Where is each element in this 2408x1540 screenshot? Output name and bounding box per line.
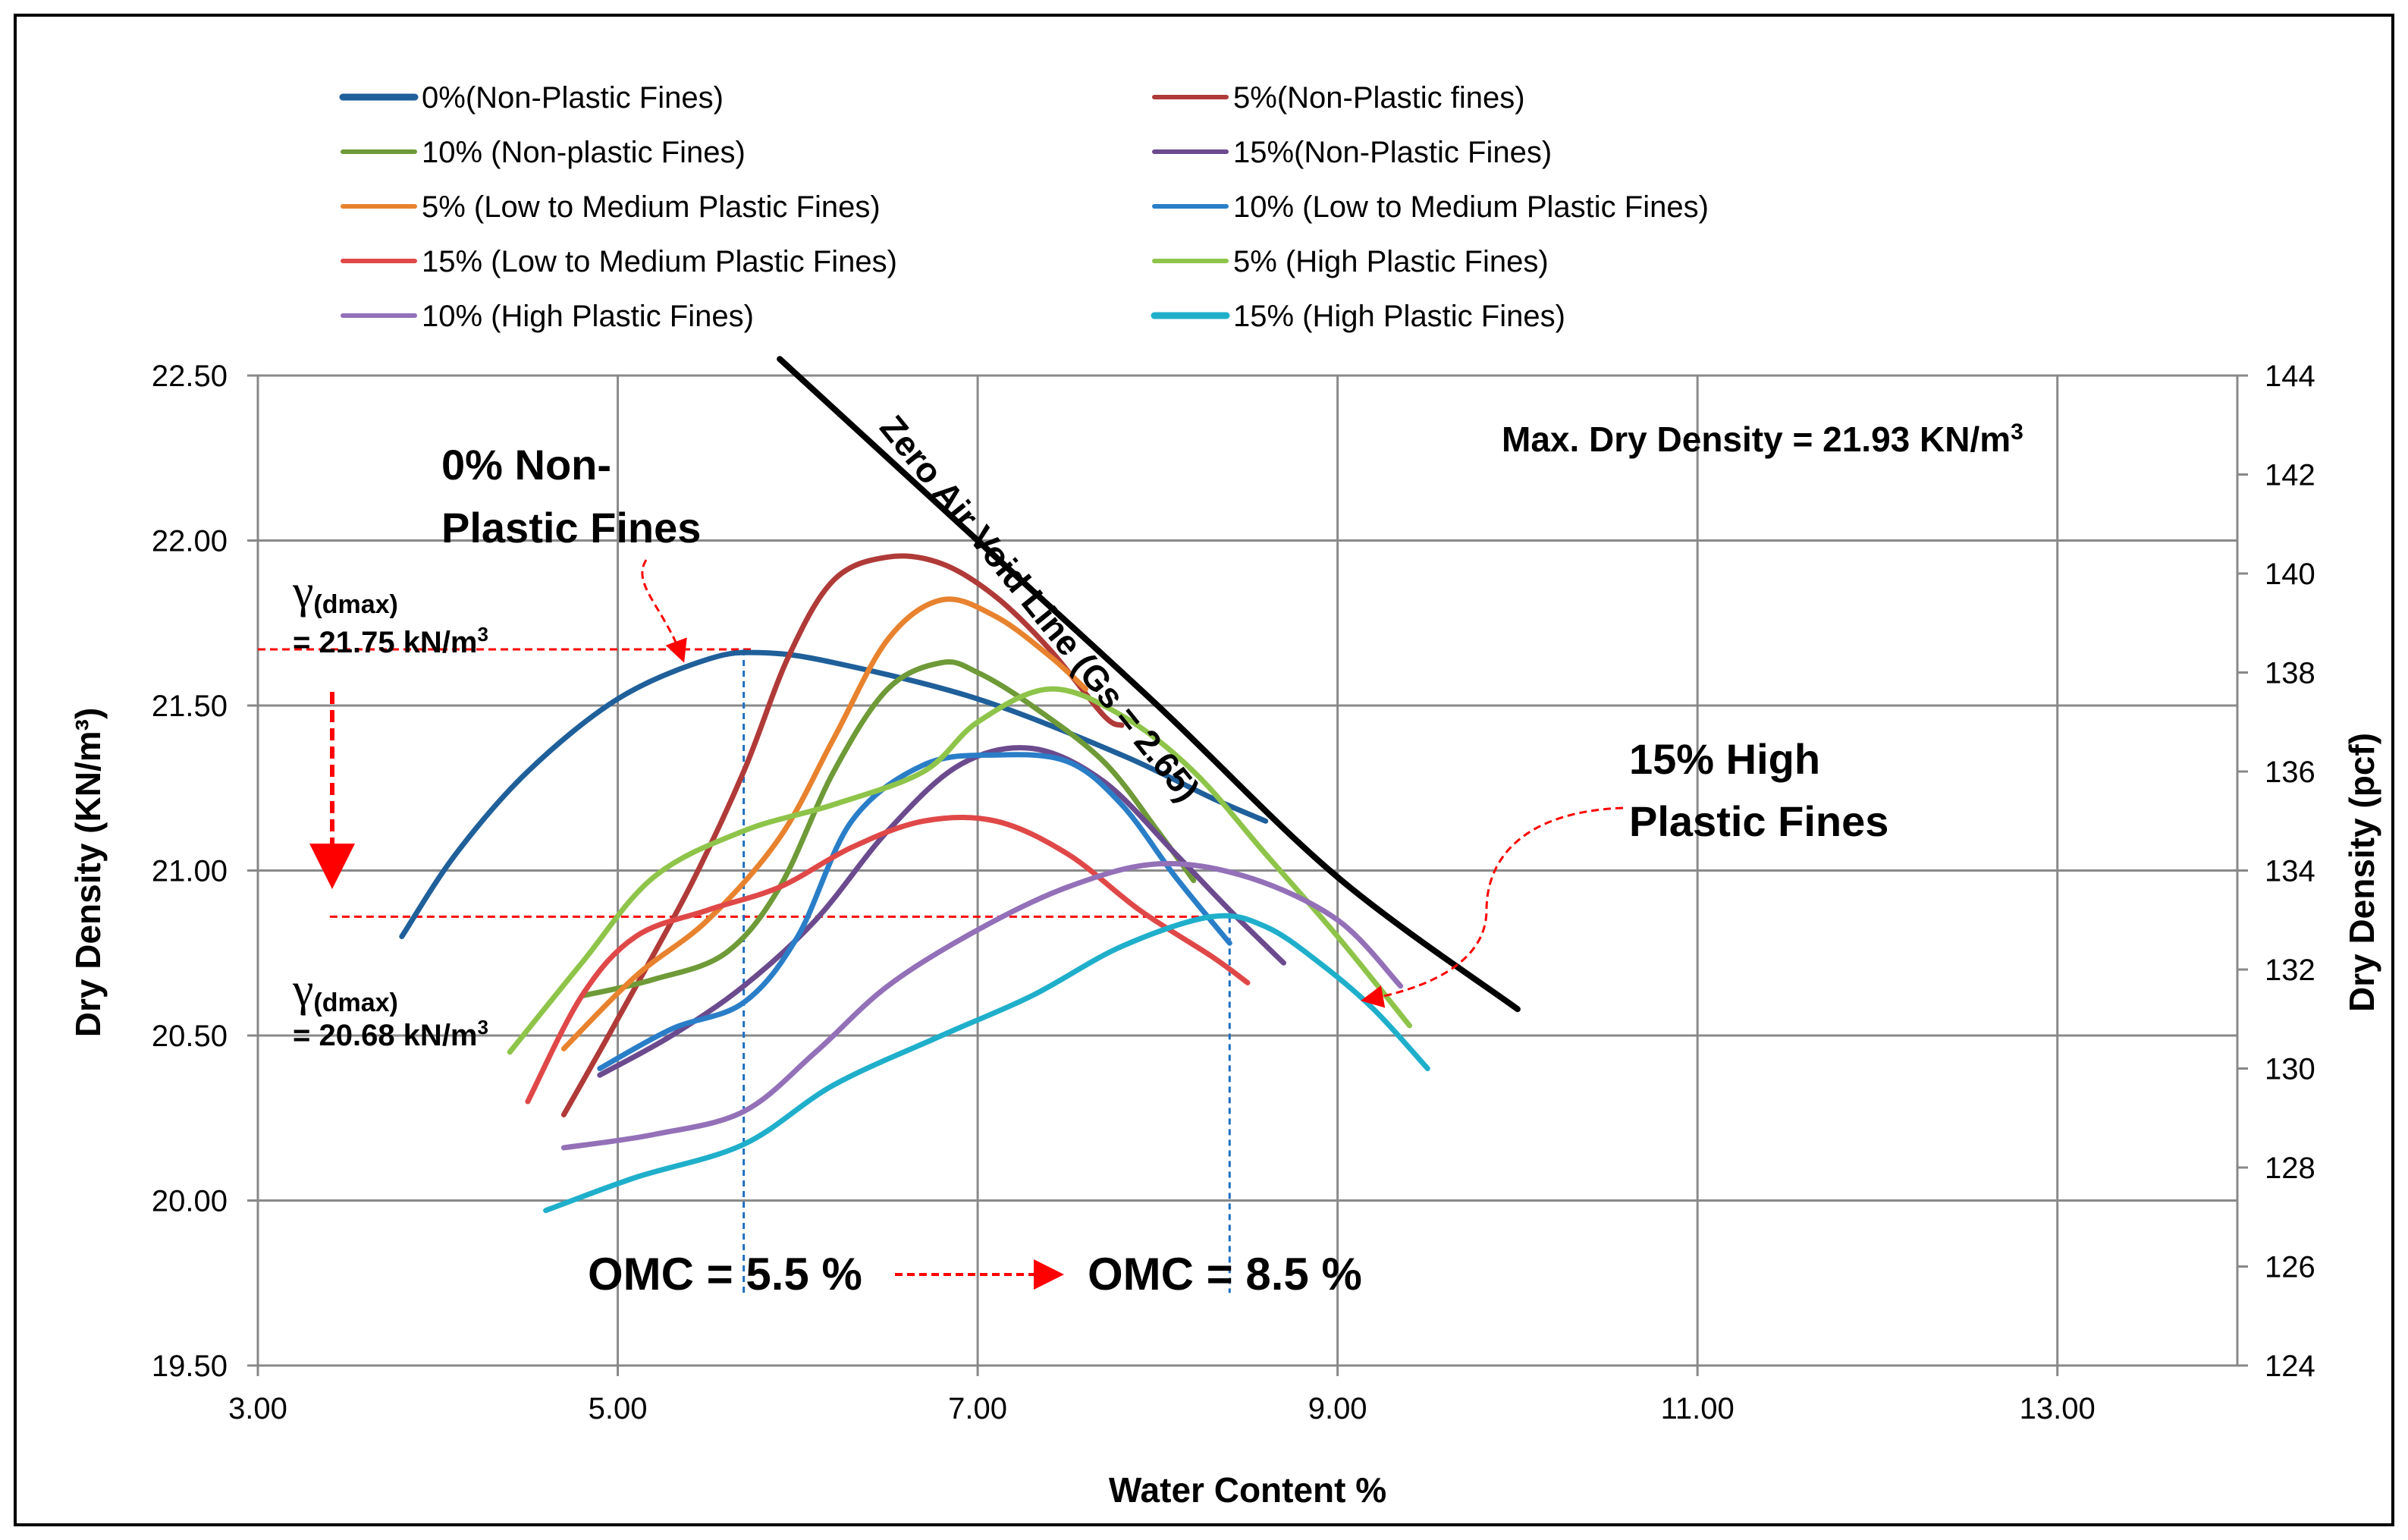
y2-tick-label: 138 — [2265, 657, 2315, 690]
y2-tick-label: 144 — [2265, 360, 2315, 393]
y2-tick-label: 140 — [2265, 558, 2315, 591]
max-dry-density-sup: 3 — [2011, 420, 2023, 445]
legend-label-0: 0%(Non-Plastic Fines) — [422, 81, 724, 115]
y2-tick-label: 136 — [2265, 756, 2315, 789]
max-dry-density-label: Max. Dry Density = 21.93 KN/m3 — [1502, 420, 2023, 460]
y-tick-label: 20.50 — [152, 1020, 228, 1053]
y-tick-label: 22.50 — [152, 360, 228, 393]
zero-np-label-line2: Plastic Fines — [441, 504, 701, 552]
y2-tick-label: 124 — [2265, 1350, 2315, 1383]
legend-label-8: 10% (High Plastic Fines) — [422, 300, 754, 333]
guides-layer — [258, 648, 1231, 1293]
x-tick-label: 9.00 — [1308, 1392, 1367, 1425]
gamma-bottom-symbol: γ — [292, 964, 313, 1016]
series-line-8 — [560, 860, 1404, 1151]
series-line-6 — [525, 814, 1251, 1105]
gamma-top-label: γ(dmax) — [292, 566, 398, 619]
omc-left-label: OMC = 5.5 % — [588, 1249, 862, 1300]
y-tick-label: 21.50 — [152, 690, 228, 723]
series-layer — [399, 553, 1430, 1214]
series-line-7 — [507, 686, 1412, 1055]
gamma-top-value-sup: 3 — [478, 623, 488, 646]
gamma-bottom-value-sup: 3 — [478, 1016, 488, 1039]
legend-label-9: 15% (High Plastic Fines) — [1233, 300, 1565, 333]
gamma-bottom-sub: (dmax) — [313, 988, 397, 1017]
x-tick-label: 11.00 — [1661, 1392, 1735, 1425]
hp15-label-line2: Plastic Fines — [1629, 797, 1888, 845]
omc-right-label: OMC = 8.5 % — [1088, 1249, 1362, 1300]
x-tick-label: 7.00 — [948, 1392, 1007, 1425]
y-tick-label: 19.50 — [152, 1350, 228, 1383]
hp15-label-line1: 15% High — [1629, 735, 1820, 783]
legend-label-5: 10% (Low to Medium Plastic Fines) — [1233, 190, 1709, 224]
series-line-5 — [597, 752, 1232, 1071]
x-axis-title: Water Content % — [1109, 1470, 1386, 1510]
zero-np-label-line1: 0% Non- — [441, 441, 611, 489]
hp15-callout-arrow — [1361, 806, 1624, 1008]
zero-np-callout-arrow — [641, 559, 687, 663]
legend-label-3: 15%(Non-Plastic Fines) — [1233, 136, 1552, 169]
gamma-bottom-value: = 20.68 kN/m3 — [293, 1016, 488, 1052]
gamma-top-value: = 21.75 kN/m3 — [293, 623, 488, 659]
gamma-top-value-text: = 21.75 kN/m — [293, 626, 478, 659]
legend-label-4: 5% (Low to Medium Plastic Fines) — [422, 190, 881, 224]
max-dry-density-text: Max. Dry Density = 21.93 KN/m — [1502, 420, 2011, 459]
series-line-9 — [543, 913, 1430, 1214]
y2-tick-label: 126 — [2265, 1251, 2315, 1284]
x-tick-label: 13.00 — [2020, 1392, 2096, 1425]
chart-frame — [14, 14, 2394, 1526]
zav-layer — [777, 356, 1521, 1013]
legend-label-2: 10% (Non-plastic Fines) — [422, 136, 746, 169]
gamma-bottom-value-text: = 20.68 kN/m — [293, 1019, 478, 1052]
series-line-0 — [399, 649, 1269, 939]
y2-tick-label: 132 — [2265, 954, 2315, 987]
legend-layer: 0%(Non-Plastic Fines) 5%(Non-Plastic fine… — [339, 81, 1709, 333]
legend-label-1: 5%(Non-Plastic fines) — [1233, 81, 1525, 115]
ticks-layer: 3.00 5.00 7.00 9.00 11.00 13.00 19.50 20.00 20.5… — [152, 360, 2315, 1425]
x-tick-label: 3.00 — [228, 1392, 287, 1425]
zav-line — [777, 356, 1521, 1013]
y2-tick-label: 128 — [2265, 1152, 2315, 1185]
y-tick-label: 22.00 — [152, 525, 228, 558]
y2-tick-label: 142 — [2265, 459, 2315, 492]
y-tick-label: 20.00 — [152, 1185, 228, 1218]
y2-tick-label: 130 — [2265, 1053, 2315, 1086]
y-tick-label: 21.00 — [152, 855, 228, 888]
y-axis-title: Dry Density (KN/m³) — [68, 708, 108, 1038]
grid-layer — [258, 376, 2237, 1366]
y2-axis-title: Dry Density (pcf) — [2342, 733, 2381, 1012]
series-line-4 — [560, 596, 1088, 1051]
gamma-top-sub: (dmax) — [313, 590, 397, 619]
y2-tick-label: 134 — [2265, 855, 2315, 888]
gamma-bottom-label: γ(dmax) — [292, 964, 398, 1017]
legend-label-7: 5% (High Plastic Fines) — [1233, 245, 1549, 278]
x-tick-label: 5.00 — [589, 1392, 648, 1425]
series-line-2 — [579, 659, 1197, 999]
legend-label-6: 15% (Low to Medium Plastic Fines) — [422, 245, 897, 278]
gamma-top-symbol: γ — [292, 566, 313, 618]
series-line-1 — [560, 553, 1125, 1117]
